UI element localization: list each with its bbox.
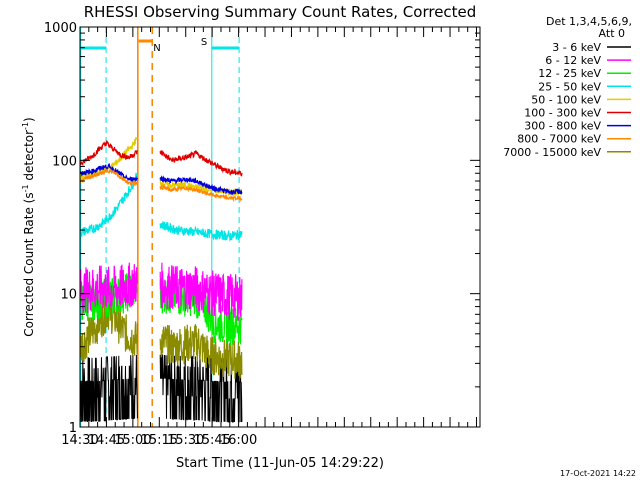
x-tick-label: 15:30 bbox=[167, 433, 204, 448]
plot-area bbox=[79, 27, 243, 427]
y-axis: 1 10 100 1000 bbox=[44, 21, 480, 436]
x-axis-label: Start Time (11-Jun-05 14:29:22) bbox=[176, 456, 384, 471]
series-line-6-12-kev bbox=[79, 262, 243, 321]
plot-frame bbox=[79, 26, 481, 428]
legend-label: 6 - 12 keV bbox=[545, 54, 601, 67]
legend-label: 100 - 300 keV bbox=[524, 107, 601, 120]
legend-label: 3 - 6 keV bbox=[552, 41, 601, 54]
x-tick-label: 14:30 bbox=[61, 433, 98, 448]
night-annotation-label: N bbox=[153, 43, 160, 54]
y-tick-label: 10 bbox=[60, 288, 77, 303]
saa-annotation-label: S bbox=[201, 37, 207, 48]
chart-title: RHESSI Observing Summary Count Rates, Co… bbox=[84, 3, 477, 21]
series-line-3-6-kev bbox=[80, 354, 243, 423]
x-tick-label: 16:00 bbox=[220, 433, 257, 448]
y-tick-label: 1000 bbox=[44, 21, 77, 36]
legend-label: 50 - 100 keV bbox=[531, 93, 601, 106]
series-line-100-300-kev bbox=[79, 140, 243, 177]
y-tick-label: 1 bbox=[69, 421, 77, 436]
x-tick-label: 14:45 bbox=[88, 433, 125, 448]
x-tick-label: 15:00 bbox=[114, 433, 151, 448]
legend-label: 800 - 7000 keV bbox=[517, 133, 601, 146]
x-tick-label: 15:45 bbox=[193, 433, 230, 448]
legend-label: 12 - 25 keV bbox=[538, 67, 601, 80]
annotation-layer: N S bbox=[153, 37, 207, 54]
legend-header-line1: Det 1,3,4,5,6,9, bbox=[546, 15, 632, 28]
y-tick-label: 100 bbox=[52, 154, 77, 169]
series-line-800-7000-kev bbox=[79, 168, 243, 203]
series-line-25-50-kev bbox=[79, 172, 243, 242]
legend-label: 300 - 800 keV bbox=[524, 120, 601, 133]
legend-label: 7000 - 15000 keV bbox=[503, 146, 601, 159]
legend-label: 25 - 50 keV bbox=[538, 80, 601, 93]
legend-header-line2: Att 0 bbox=[599, 27, 625, 40]
footer-date: 17-Oct-2021 14:22 bbox=[560, 469, 636, 478]
y-axis-label: Corrected Count Rate (s-1 detector-1) bbox=[21, 117, 36, 336]
x-tick-label: 15:15 bbox=[141, 433, 178, 448]
